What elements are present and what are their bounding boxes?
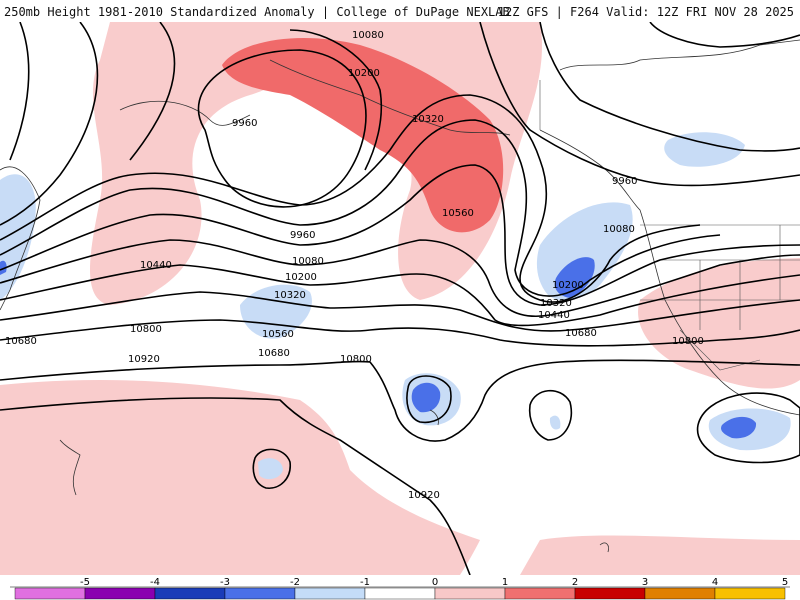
colorbar-tick-label: 2 [572,577,578,588]
colorbar-swatches [14,587,786,600]
contour-label: 10680 [258,348,290,359]
contour-label: 10320 [412,114,444,125]
contour-label: 10800 [130,324,162,335]
contour-label: 10560 [262,329,294,340]
contour-label: 10320 [274,290,306,301]
model-valid-time: 12Z GFS | F264 Valid: 12Z FRI NOV 28 202… [497,5,794,19]
strong-negative-anomaly [0,257,757,439]
colorbar-tick-labels: -5 -4 -3 -2 -1 0 1 2 3 4 5 [80,577,788,588]
colorbar-swatch [504,587,576,600]
colorbar-swatch [434,587,506,600]
colorbar-swatch [84,587,156,600]
colorbar-tick-label: -4 [150,577,160,588]
contour-label: 9960 [612,176,637,187]
contour-label: 10920 [408,490,440,501]
colorbar-swatch [714,587,786,600]
contour-labels: 10080 10200 10320 9960 10560 9960 10080 … [5,30,704,501]
contour-label: 10200 [348,68,380,79]
contour-label: 10680 [565,328,597,339]
contour-label: 9960 [290,230,315,241]
height-contours [0,22,800,575]
colorbar-tick-label: -3 [220,577,230,588]
coastlines [0,39,800,553]
colorbar-swatch [154,587,226,600]
contour-label: 10080 [352,30,384,41]
colorbar-swatch [574,587,646,600]
contour-label: 10080 [603,224,635,235]
colorbar-tick-label: -1 [360,577,370,588]
contour-label: 10560 [442,208,474,219]
colorbar-swatch [644,587,716,600]
colorbar-tick-label: 3 [642,577,648,588]
colorbar-tick-label: -5 [80,577,90,588]
colorbar-tick-label: -2 [290,577,300,588]
product-title: 250mb Height 1981-2010 Standardized Anom… [4,5,510,19]
contour-label: 10800 [672,336,704,347]
contour-label: 10920 [128,354,160,365]
map-header: 250mb Height 1981-2010 Standardized Anom… [0,0,800,22]
contour-label: 10320 [540,298,572,309]
colorbar-swatch [14,587,86,600]
contour-label: 10440 [538,310,570,321]
contour-label: 10080 [292,256,324,267]
colorbar-tick-label: 1 [502,577,508,588]
strong-positive-anomaly [222,37,504,233]
colorbar-swatch [364,587,436,600]
contour-label: 10680 [5,336,37,347]
contour-label: 10200 [285,272,317,283]
anomaly-colorbar: -5 -4 -3 -2 -1 0 1 2 3 4 5 [0,575,800,600]
contour-label: 9960 [232,118,257,129]
colorbar-swatch [224,587,296,600]
contour-label: 10440 [140,260,172,271]
weather-map: 10080 10200 10320 9960 10560 9960 10080 … [0,22,800,575]
colorbar-tick-label: 4 [712,577,718,588]
contour-label: 10800 [340,354,372,365]
colorbar-tick-label: 5 [782,577,788,588]
colorbar-swatch [294,587,366,600]
colorbar-tick-label: 0 [432,577,438,588]
contour-label: 10200 [552,280,584,291]
